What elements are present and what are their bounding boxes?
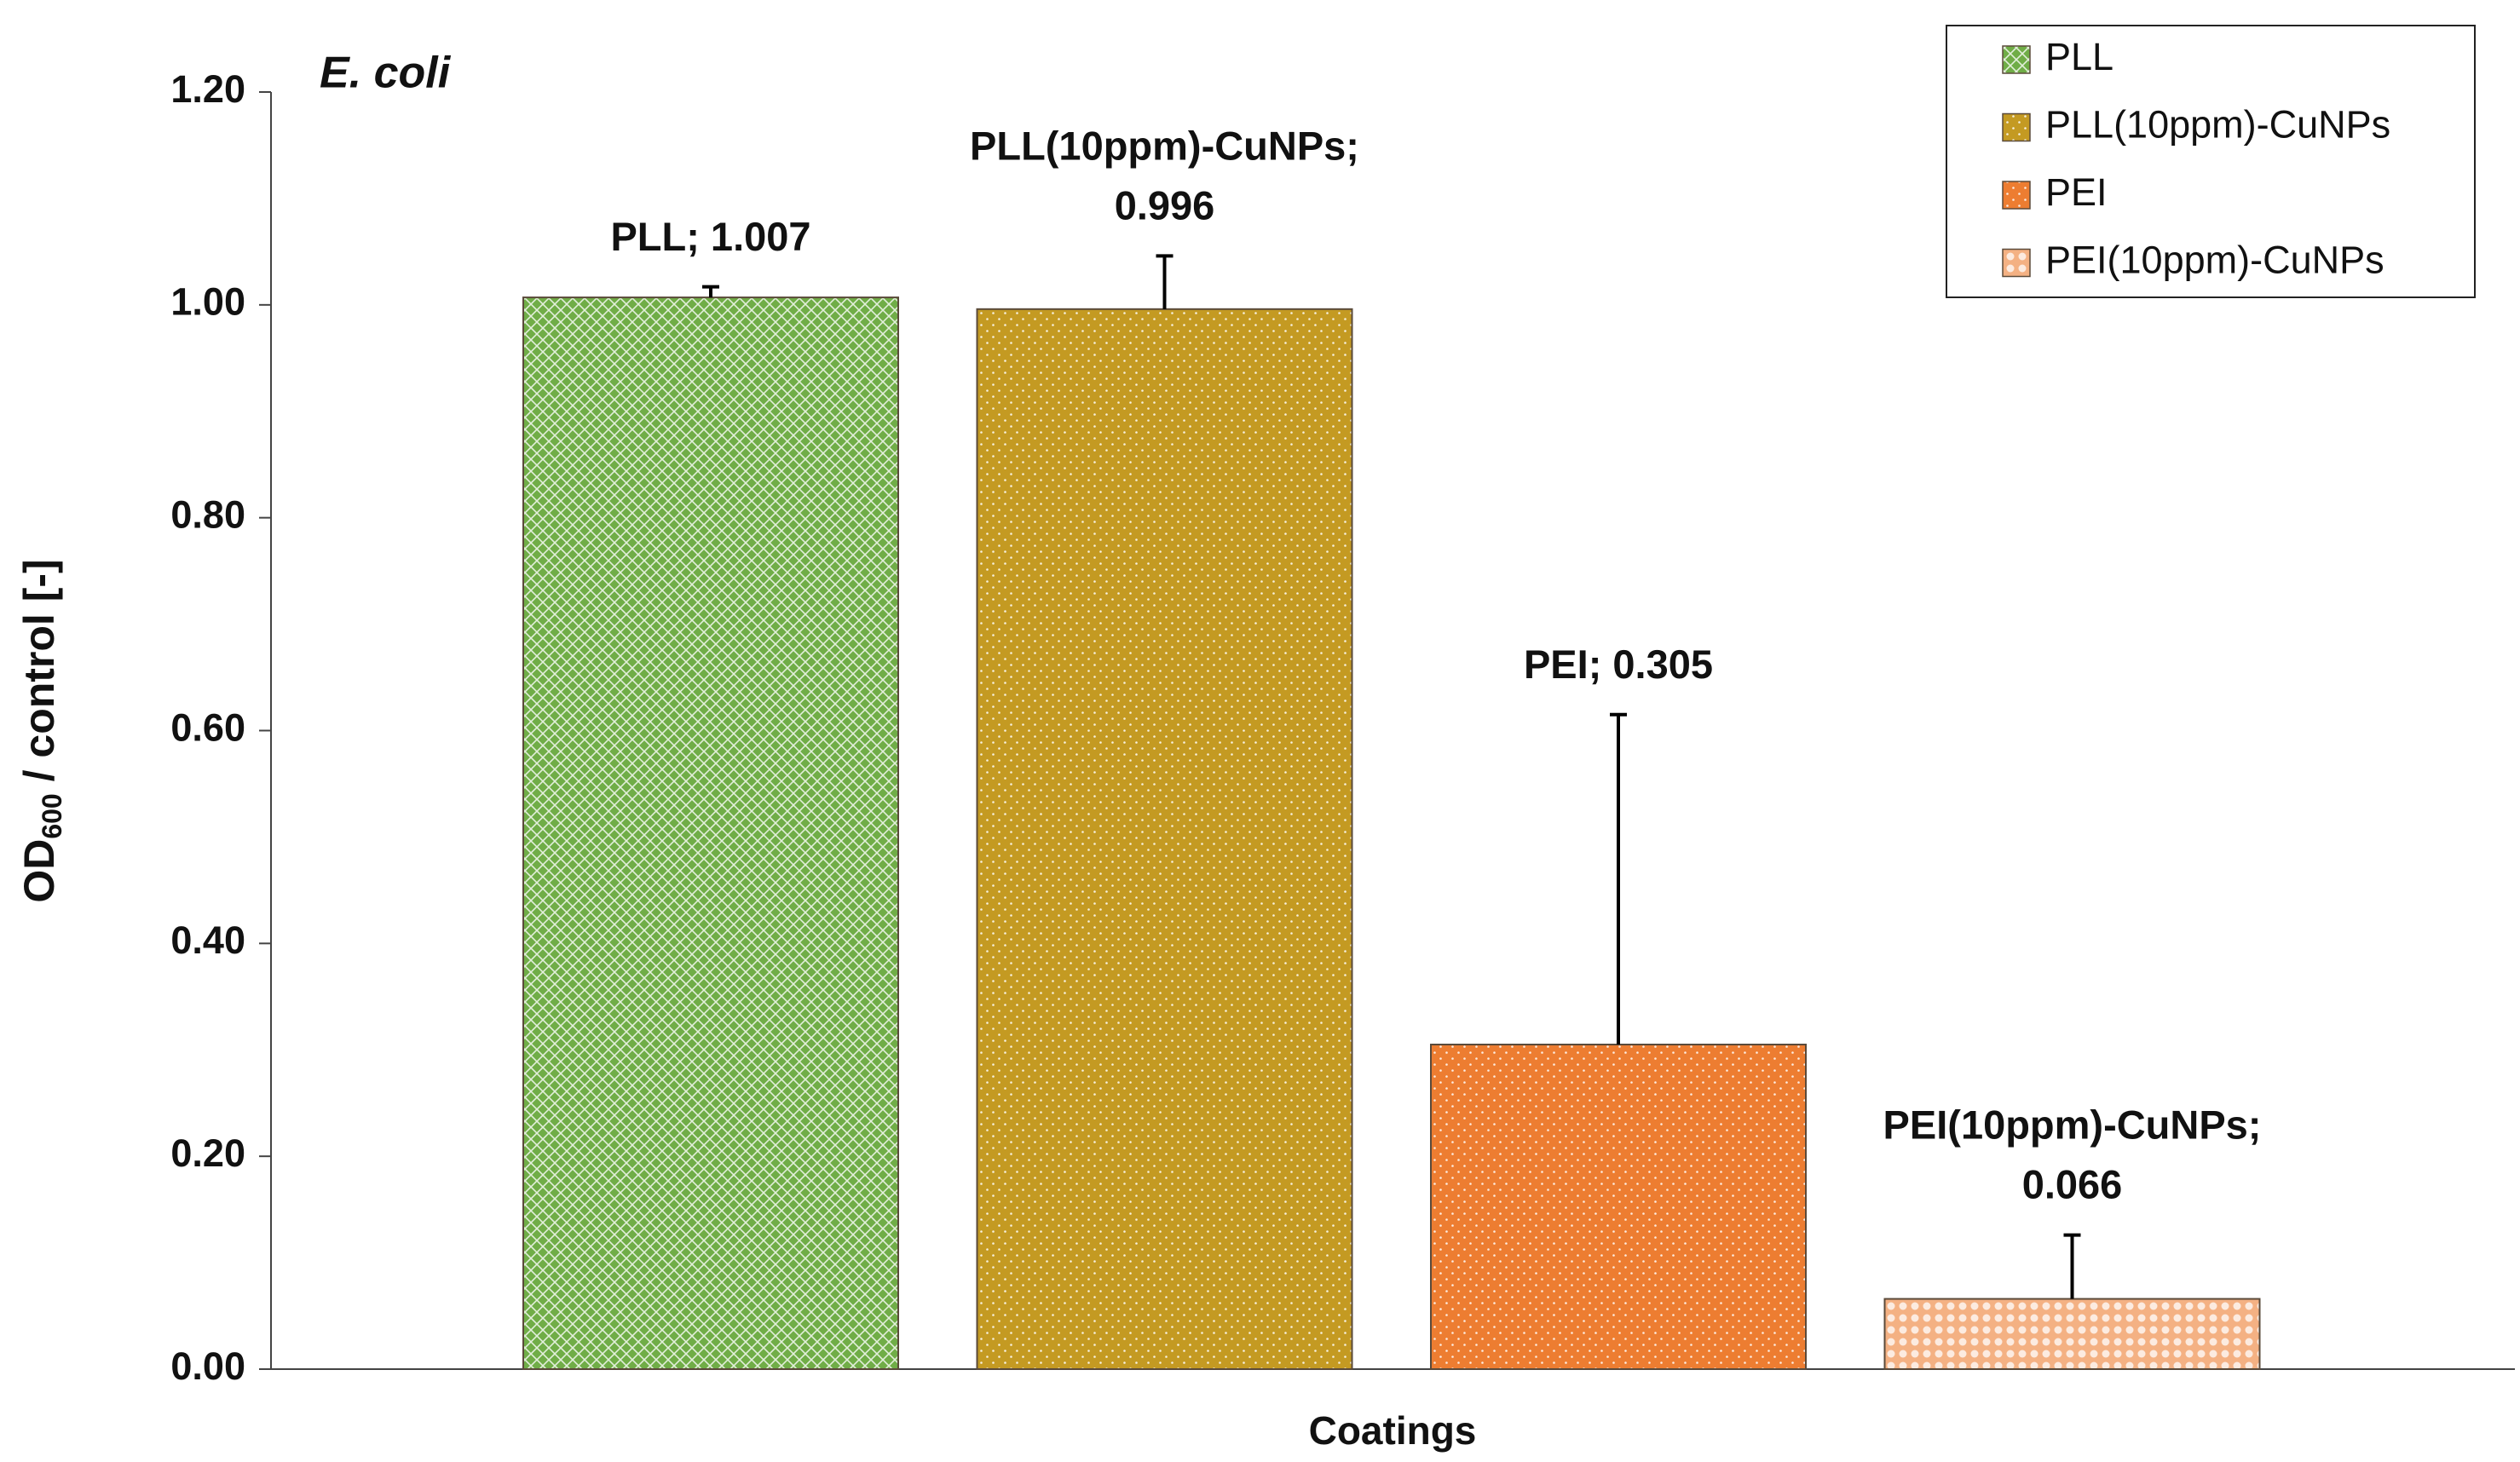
error-bar (1156, 254, 1174, 309)
data-label-line: 0.066 (2022, 1162, 2123, 1207)
bar (976, 308, 1353, 1371)
data-label-line: PEI(10ppm)-CuNPs; (1883, 1102, 2262, 1148)
y-tick-label: 0.40 (170, 918, 245, 962)
y-tick-label: 0.00 (170, 1344, 245, 1388)
legend-swatch (2002, 112, 2031, 142)
y-tick-label: 0.80 (170, 493, 245, 537)
error-bar (1610, 712, 1627, 1045)
legend-label: PEI (2045, 170, 2108, 214)
legend-label: PLL(10ppm)-CuNPs (2045, 102, 2390, 146)
data-label: PEI; 0.305 (1524, 642, 1713, 687)
data-label: PLL; 1.007 (610, 214, 810, 259)
error-bar (2063, 1233, 2081, 1299)
legend-label: PLL (2045, 35, 2113, 78)
data-label-line: 0.996 (1115, 183, 1215, 228)
legend-label: PEI(10ppm)-CuNPs (2045, 238, 2384, 281)
legend-swatch (2002, 181, 2031, 210)
legend-swatch (2002, 248, 2031, 278)
y-label-subscript: 600 (37, 793, 67, 838)
y-tick-label: 1.20 (170, 67, 245, 111)
bar (1430, 1044, 1807, 1370)
bar (522, 296, 899, 1371)
y-axis-label: OD600 / control [-] (15, 559, 67, 902)
error-bar (702, 285, 719, 298)
data-label: PEI(10ppm)-CuNPs; 0.066 (1883, 1102, 2262, 1207)
chart-title: E. coli (320, 49, 452, 98)
y-label-part: / control [-] (15, 559, 63, 793)
y-tick-label: 0.20 (170, 1131, 245, 1175)
x-axis-label: Coatings (1309, 1408, 1477, 1453)
data-label-line: PLL(10ppm)-CuNPs; (970, 124, 1359, 169)
bar (1883, 1298, 2261, 1371)
data-label: PLL(10ppm)-CuNPs; 0.996 (970, 124, 1359, 228)
legend-swatch (2002, 45, 2031, 74)
legend-box (1946, 25, 2476, 298)
y-tick-label: 1.00 (170, 280, 245, 324)
y-label-part: OD (15, 839, 63, 903)
y-tick-label: 0.60 (170, 705, 245, 749)
